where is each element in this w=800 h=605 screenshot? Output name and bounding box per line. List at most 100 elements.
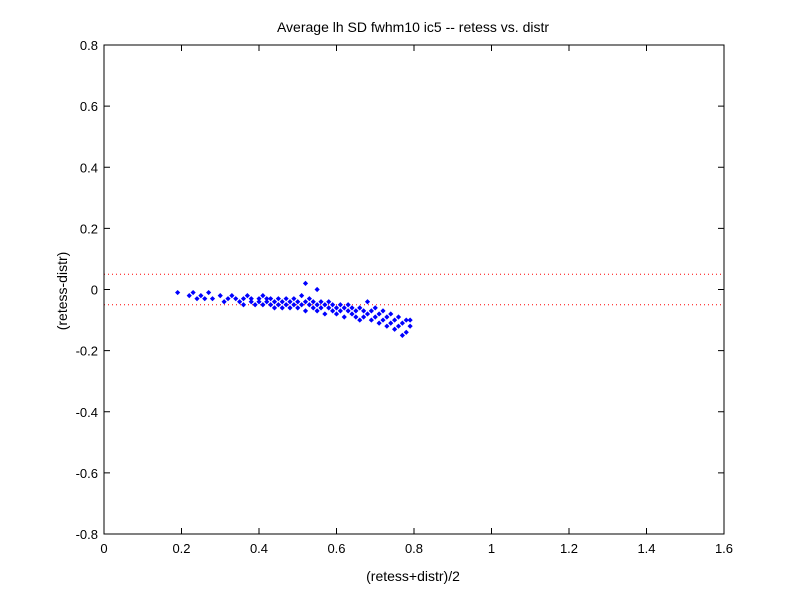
data-point bbox=[345, 302, 351, 308]
data-point bbox=[314, 308, 320, 314]
data-point bbox=[248, 296, 254, 302]
x-tick-label: 1.4 bbox=[637, 541, 655, 556]
data-point bbox=[364, 311, 371, 317]
x-tick-label: 1 bbox=[488, 541, 495, 556]
data-point bbox=[244, 293, 250, 299]
data-point bbox=[357, 317, 363, 323]
data-point bbox=[376, 320, 382, 326]
data-point bbox=[372, 314, 378, 320]
x-tick-label: 1.6 bbox=[715, 541, 733, 556]
data-point bbox=[225, 296, 231, 302]
y-tick-label: 0.2 bbox=[80, 221, 98, 236]
data-point bbox=[271, 305, 278, 311]
data-point bbox=[306, 296, 312, 302]
data-point bbox=[283, 296, 289, 302]
data-point bbox=[341, 314, 347, 320]
data-point bbox=[260, 302, 266, 308]
data-point bbox=[229, 293, 235, 299]
data-point bbox=[337, 308, 343, 314]
data-point bbox=[221, 299, 227, 305]
data-point bbox=[361, 308, 367, 314]
data-point bbox=[322, 302, 328, 308]
data-point bbox=[299, 302, 305, 308]
data-point bbox=[392, 326, 398, 332]
data-point bbox=[395, 314, 402, 320]
data-point bbox=[252, 302, 258, 308]
data-point bbox=[314, 302, 320, 308]
data-point bbox=[388, 311, 394, 317]
data-point bbox=[333, 305, 340, 311]
data-point bbox=[302, 280, 309, 286]
data-point bbox=[295, 299, 301, 305]
data-point bbox=[330, 302, 336, 308]
x-axis-label: (retess+distr)/2 bbox=[366, 568, 460, 584]
data-point bbox=[372, 305, 378, 311]
data-point bbox=[330, 308, 336, 314]
data-point bbox=[291, 302, 297, 308]
data-point bbox=[310, 305, 316, 311]
data-point bbox=[368, 308, 374, 314]
y-tick-label: -0.8 bbox=[76, 527, 98, 542]
data-point bbox=[202, 296, 208, 302]
data-point bbox=[388, 320, 394, 326]
data-point bbox=[260, 293, 266, 299]
data-point bbox=[376, 311, 382, 317]
y-tick-label: -0.2 bbox=[76, 344, 98, 359]
data-point bbox=[295, 305, 301, 311]
y-tick-label: 0.6 bbox=[80, 99, 98, 114]
data-point bbox=[264, 296, 270, 302]
data-point bbox=[384, 323, 390, 329]
data-point bbox=[318, 305, 324, 311]
data-point bbox=[175, 289, 181, 296]
data-point bbox=[271, 299, 278, 305]
data-point bbox=[275, 302, 281, 308]
data-point bbox=[357, 305, 363, 311]
data-point bbox=[206, 289, 212, 296]
data-point bbox=[341, 305, 347, 311]
data-point bbox=[399, 320, 405, 326]
x-tick-label: 0.6 bbox=[327, 541, 345, 556]
data-point bbox=[194, 296, 200, 302]
data-point bbox=[380, 308, 386, 314]
data-point bbox=[318, 299, 324, 305]
data-point bbox=[283, 302, 289, 308]
data-point bbox=[326, 299, 332, 305]
data-point bbox=[306, 302, 312, 308]
data-point bbox=[299, 293, 305, 299]
data-point bbox=[353, 314, 359, 320]
data-point bbox=[233, 296, 239, 302]
x-tick-label: 0 bbox=[100, 541, 107, 556]
data-point bbox=[275, 296, 281, 302]
data-point bbox=[333, 311, 340, 317]
data-point bbox=[392, 317, 398, 323]
data-point bbox=[186, 293, 192, 299]
x-tick-label: 0.2 bbox=[172, 541, 190, 556]
data-point bbox=[268, 296, 274, 302]
data-point bbox=[209, 296, 216, 302]
data-point bbox=[237, 299, 243, 305]
data-point bbox=[256, 296, 262, 302]
x-tick-label: 1.2 bbox=[560, 541, 578, 556]
data-point bbox=[248, 299, 254, 305]
data-point bbox=[240, 296, 247, 302]
data-point bbox=[287, 305, 293, 311]
data-point bbox=[403, 317, 409, 323]
data-point bbox=[190, 289, 196, 296]
y-tick-label: 0.8 bbox=[80, 38, 98, 53]
chart-title: Average lh SD fwhm10 ic5 -- retess vs. d… bbox=[277, 19, 549, 35]
data-point bbox=[217, 293, 223, 299]
y-tick-label: 0 bbox=[91, 283, 98, 298]
data-point bbox=[368, 317, 374, 323]
data-point bbox=[302, 308, 309, 314]
data-point bbox=[407, 323, 413, 329]
data-point bbox=[407, 317, 413, 323]
data-point bbox=[395, 323, 402, 329]
data-point bbox=[314, 286, 320, 293]
data-point bbox=[403, 329, 409, 335]
data-point bbox=[349, 311, 355, 317]
data-point bbox=[384, 314, 390, 320]
data-point bbox=[291, 296, 297, 302]
